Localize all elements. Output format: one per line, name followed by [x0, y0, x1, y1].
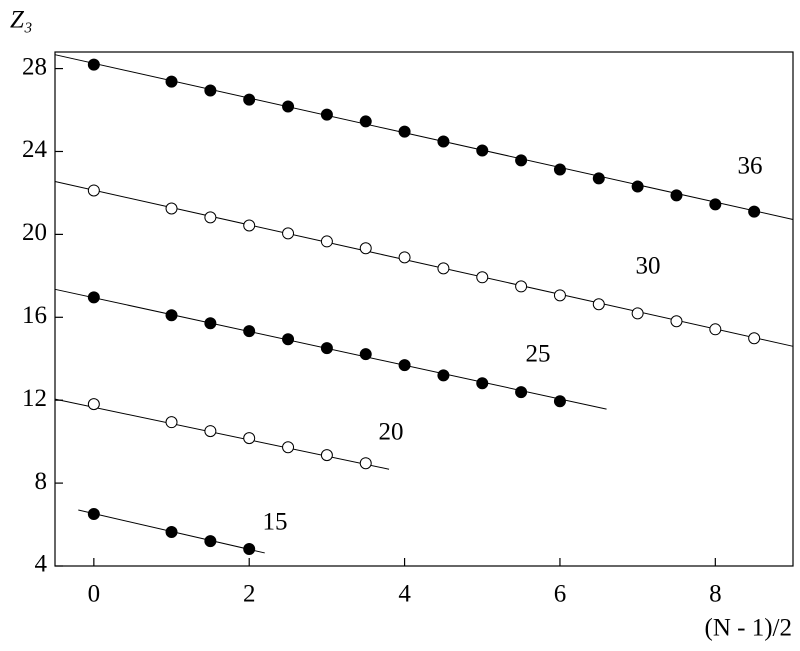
point [359, 348, 372, 361]
plot-frame [54, 51, 794, 567]
x-tick-label: 0 [88, 581, 101, 608]
point [709, 323, 722, 336]
point [165, 75, 178, 88]
y-tick-label: 28 [22, 53, 47, 80]
point [87, 184, 100, 197]
point [476, 271, 489, 284]
point [515, 154, 528, 167]
point [748, 332, 761, 345]
point [359, 457, 372, 470]
point [243, 93, 256, 106]
point [204, 211, 217, 224]
point [437, 262, 450, 275]
series-label: 25 [526, 341, 551, 368]
point [553, 289, 566, 302]
fit-line [54, 398, 390, 470]
point [165, 526, 178, 539]
point [670, 189, 683, 202]
point [320, 235, 333, 248]
point [476, 144, 489, 157]
x-tick-label: 8 [709, 581, 722, 608]
point [243, 325, 256, 338]
point [243, 543, 256, 556]
y-tick-label: 8 [35, 468, 48, 495]
y-tick-label: 20 [22, 219, 47, 246]
point [165, 309, 178, 322]
point [282, 333, 295, 346]
point [631, 180, 644, 193]
y-tick-label: 16 [22, 302, 47, 329]
point [282, 441, 295, 454]
point [515, 386, 528, 399]
point [553, 163, 566, 176]
point [476, 377, 489, 390]
y-tick-label: 24 [22, 136, 48, 163]
point [592, 172, 605, 185]
point [437, 369, 450, 382]
x-tick-label: 2 [243, 581, 256, 608]
point [204, 317, 217, 330]
point [437, 135, 450, 148]
point [165, 202, 178, 215]
point [631, 307, 644, 320]
point [87, 291, 100, 304]
point [204, 425, 217, 438]
point [359, 242, 372, 255]
point [398, 359, 411, 372]
point [359, 115, 372, 128]
x-tick-label: 6 [554, 581, 567, 608]
series-label: 36 [738, 153, 763, 180]
x-axis-label: (N - 1)/2 [705, 615, 792, 642]
point [670, 315, 683, 328]
series-label: 30 [636, 253, 661, 280]
point [398, 125, 411, 138]
point [87, 398, 100, 411]
point [243, 219, 256, 232]
point [282, 227, 295, 240]
point [204, 84, 217, 97]
point [282, 100, 295, 113]
point [553, 395, 566, 408]
point [320, 108, 333, 121]
point [243, 432, 256, 445]
point [515, 280, 528, 293]
series-label: 15 [263, 509, 288, 536]
y-tick-label: 12 [22, 385, 47, 412]
fit-line [54, 181, 794, 347]
y-axis-label: Z₃ [10, 7, 33, 34]
point [748, 205, 761, 218]
point [320, 449, 333, 462]
point [87, 58, 100, 71]
point [204, 535, 217, 548]
point [398, 251, 411, 264]
point [592, 298, 605, 311]
point [87, 507, 100, 520]
fit-line [54, 54, 794, 220]
point [709, 198, 722, 211]
series-label: 20 [379, 419, 404, 446]
point [320, 342, 333, 355]
point [165, 416, 178, 429]
y-tick-label: 4 [35, 551, 48, 578]
x-tick-label: 4 [398, 581, 411, 608]
